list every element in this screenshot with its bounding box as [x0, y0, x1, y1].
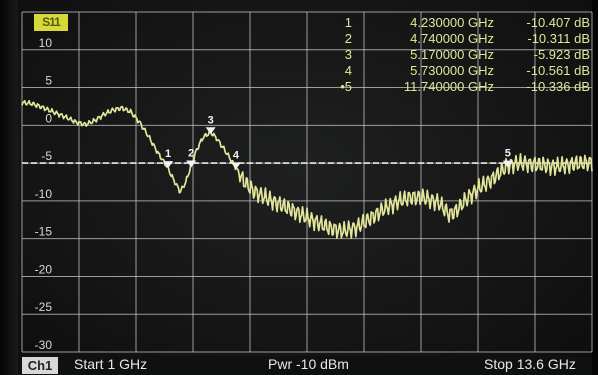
marker-1-label: 1 [165, 148, 171, 160]
marker-row-number: 2 [344, 31, 352, 46]
marker-row-number: 1 [344, 15, 352, 30]
marker-row-value: -10.561 dB [526, 63, 590, 78]
trace-curve-layer [21, 99, 593, 239]
y-tick-label: -10 [35, 187, 53, 201]
marker-5-label: 5 [505, 148, 511, 160]
y-tick-label: -30 [35, 338, 53, 352]
y-tick-label: -25 [35, 300, 53, 314]
start-frequency[interactable]: Start 1 GHz [74, 356, 148, 372]
plot-grid [21, 11, 593, 353]
channel-badge[interactable]: Ch1 [22, 357, 58, 374]
power-level[interactable]: Pwr -10 dBm [268, 356, 349, 372]
marker-row-value: -10.407 dB [526, 15, 590, 30]
marker-row-value: -5.923 dB [533, 47, 590, 62]
marker-5-triangle[interactable] [502, 160, 513, 168]
y-tick-label: -20 [35, 262, 53, 276]
marker-3-triangle[interactable] [205, 127, 216, 135]
marker-2-triangle[interactable] [186, 160, 197, 168]
marker-row-value: -10.336 dB [526, 79, 590, 94]
trace-line [21, 99, 593, 239]
marker-3-label: 3 [208, 114, 214, 126]
marker-row-frequency: 5.170000 GHz [410, 47, 494, 62]
marker-1-triangle[interactable] [163, 161, 174, 169]
marker-row-value: -10.311 dB [527, 31, 590, 46]
marker-row-number: 4 [344, 63, 352, 78]
trace-badge[interactable]: S11 [34, 14, 68, 31]
marker-4-triangle[interactable] [230, 162, 241, 170]
marker-row-frequency: 5.730000 GHz [410, 63, 494, 78]
y-tick-label: -5 [41, 149, 52, 163]
right-bezel [592, 0, 598, 375]
marker-row-frequency: 4.740000 GHz [410, 31, 494, 46]
y-tick-label: 0 [45, 111, 52, 125]
y-axis-labels: 10 5 0 -5 -10 -15 -20 -25 -30 [35, 36, 53, 352]
marker-2-label: 2 [188, 147, 194, 159]
stop-frequency[interactable]: Stop 13.6 GHz [484, 356, 576, 372]
y-tick-label: 10 [39, 36, 53, 50]
status-bar [18, 356, 592, 375]
marker-row-frequency: 11.740000 GHz [403, 79, 494, 94]
marker-row-number: •5 [340, 79, 352, 94]
marker-layer: 1 2 3 4 5 [163, 114, 513, 170]
marker-row-number: 3 [344, 47, 352, 62]
left-bezel [0, 0, 18, 375]
y-tick-label: 5 [45, 74, 52, 88]
marker-4-label: 4 [233, 149, 240, 161]
marker-row-frequency: 4.230000 GHz [410, 15, 494, 30]
y-tick-label: -15 [35, 225, 53, 239]
